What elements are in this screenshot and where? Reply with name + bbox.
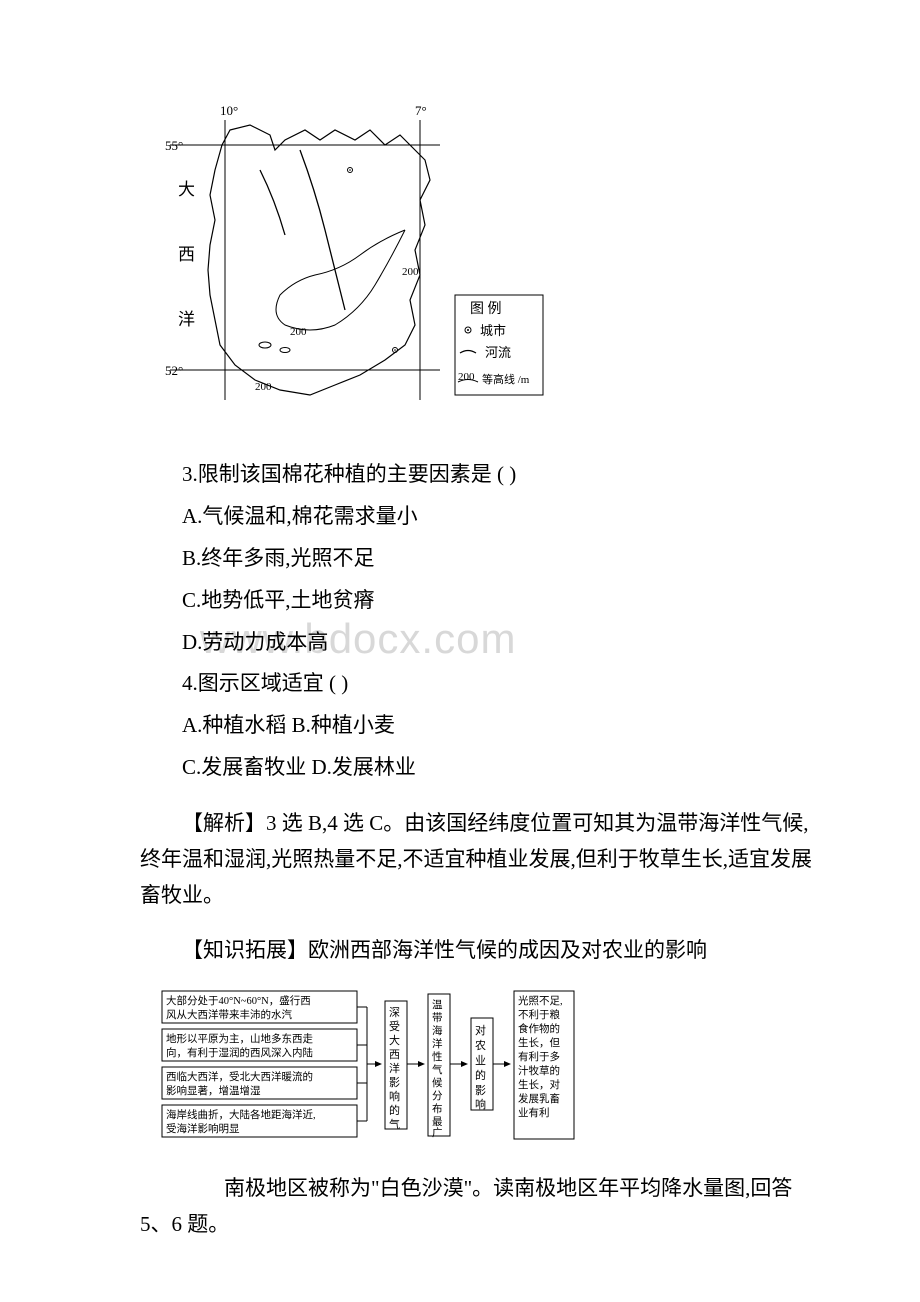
q3-text: 3.限制该国棉花种植的主要因素是 ( ) xyxy=(140,455,820,495)
svg-text:受: 受 xyxy=(389,1020,400,1033)
svg-text:地形以平原为主，山地多东西走: 地形以平原为主，山地多东西走 xyxy=(166,1032,313,1045)
knowledge-diagram: 大部分处于40°N~60°N，盛行西 风从大西洋带来丰沛的水汽 地形以平原为主，… xyxy=(160,986,820,1151)
svg-text:洋: 洋 xyxy=(432,1037,443,1050)
contour-200-c: 200 xyxy=(255,381,272,393)
svg-text:食作物的: 食作物的 xyxy=(518,1022,560,1035)
answer-text: 【解析】3 选 B,4 选 C。由该国经纬度位置可知其为温带海洋性气候,终年温和… xyxy=(140,806,820,913)
svg-text:气: 气 xyxy=(432,1063,443,1076)
svg-text:海岸线曲折，大陆各地距海洋近,: 海岸线曲折，大陆各地距海洋近, xyxy=(166,1108,316,1121)
svg-text:分: 分 xyxy=(432,1090,443,1102)
svg-text:西临大西洋，受北大西洋暖流的: 西临大西洋，受北大西洋暖流的 xyxy=(166,1070,313,1083)
legend-city: 城市 xyxy=(480,323,506,338)
svg-text:布: 布 xyxy=(432,1103,443,1115)
svg-text:对: 对 xyxy=(475,1023,486,1037)
knowledge-title: 【知识拓展】欧洲西部海洋性气候的成因及对农业的影响 xyxy=(140,931,820,971)
svg-text:业: 业 xyxy=(475,1054,486,1067)
svg-text:广: 广 xyxy=(432,1127,443,1139)
ocean-char-1: 大 xyxy=(178,180,195,199)
svg-text:海: 海 xyxy=(432,1024,443,1037)
q4-option-ab: A.种植水稻 B.种植小麦 xyxy=(140,706,820,746)
svg-text:候: 候 xyxy=(432,1076,443,1089)
svg-text:性: 性 xyxy=(432,1050,443,1063)
q3-option-d: D.劳动力成本高 xyxy=(140,623,820,663)
svg-text:影: 影 xyxy=(389,1076,400,1089)
svg-text:有利于多: 有利于多 xyxy=(518,1050,560,1063)
svg-text:的: 的 xyxy=(475,1068,486,1082)
svg-text:汁牧草的: 汁牧草的 xyxy=(518,1064,560,1077)
lat-label-1: 55° xyxy=(165,138,183,153)
contour-200-a: 200 xyxy=(290,326,307,338)
q3-option-c: C.地势低平,土地贫瘠 xyxy=(140,581,820,621)
contour-200-b: 200 xyxy=(402,266,419,278)
svg-text:影: 影 xyxy=(475,1084,486,1097)
ocean-char-2: 西 xyxy=(178,245,195,264)
legend-river: 河流 xyxy=(485,345,511,360)
q4-option-cd: C.发展畜牧业 D.发展林业 xyxy=(140,748,820,788)
legend-contour: 等高线 /m xyxy=(482,372,530,386)
svg-text:带: 带 xyxy=(432,1012,443,1024)
svg-text:农: 农 xyxy=(475,1038,486,1052)
svg-text:西: 西 xyxy=(389,1049,400,1061)
svg-text:响: 响 xyxy=(389,1090,400,1103)
q4-text: 4.图示区域适宜 ( ) xyxy=(140,664,820,704)
svg-text:响: 响 xyxy=(475,1098,486,1111)
map-figure: 10° 7° 55° 52° 大 西 洋 200 200 200 图 例 城市 … xyxy=(160,100,820,430)
svg-text:生长，但: 生长，但 xyxy=(518,1036,560,1049)
lon-label-2: 7° xyxy=(415,103,427,118)
ocean-char-3: 洋 xyxy=(178,310,195,329)
final-paragraph: 南极地区被称为"白色沙漠"。读南极地区年平均降水量图,回答 5、6 题。 xyxy=(140,1171,820,1242)
svg-text:洋: 洋 xyxy=(389,1061,400,1075)
svg-text:深: 深 xyxy=(389,1006,400,1019)
svg-text:光照不足,: 光照不足, xyxy=(518,994,563,1007)
svg-text:不利于粮: 不利于粮 xyxy=(518,1008,560,1021)
lon-label-1: 10° xyxy=(220,103,238,118)
svg-text:影响显著，增温增湿: 影响显著，增温增湿 xyxy=(166,1084,261,1097)
svg-text:的: 的 xyxy=(389,1103,400,1117)
svg-text:大部分处于40°N~60°N，盛行西: 大部分处于40°N~60°N，盛行西 xyxy=(166,994,311,1007)
q3-option-b: B.终年多雨,光照不足 xyxy=(140,539,820,579)
svg-text:业有利: 业有利 xyxy=(518,1106,550,1119)
svg-text:向，有利于湿润的西风深入内陆: 向，有利于湿润的西风深入内陆 xyxy=(166,1046,313,1059)
q3-option-a: A.气候温和,棉花需求量小 xyxy=(140,497,820,537)
svg-text:风从大西洋带来丰沛的水汽: 风从大西洋带来丰沛的水汽 xyxy=(166,1008,292,1021)
svg-text:温: 温 xyxy=(432,999,443,1011)
svg-text:大: 大 xyxy=(389,1033,400,1047)
lat-label-2: 52° xyxy=(165,363,183,378)
svg-text:气: 气 xyxy=(389,1117,400,1131)
svg-text:受海洋影响明显: 受海洋影响明显 xyxy=(166,1122,240,1135)
svg-text:发展乳畜: 发展乳畜 xyxy=(518,1092,560,1105)
legend-title: 图 例 xyxy=(470,301,502,317)
svg-text:最: 最 xyxy=(432,1116,443,1128)
svg-text:生长，对: 生长，对 xyxy=(518,1078,560,1091)
